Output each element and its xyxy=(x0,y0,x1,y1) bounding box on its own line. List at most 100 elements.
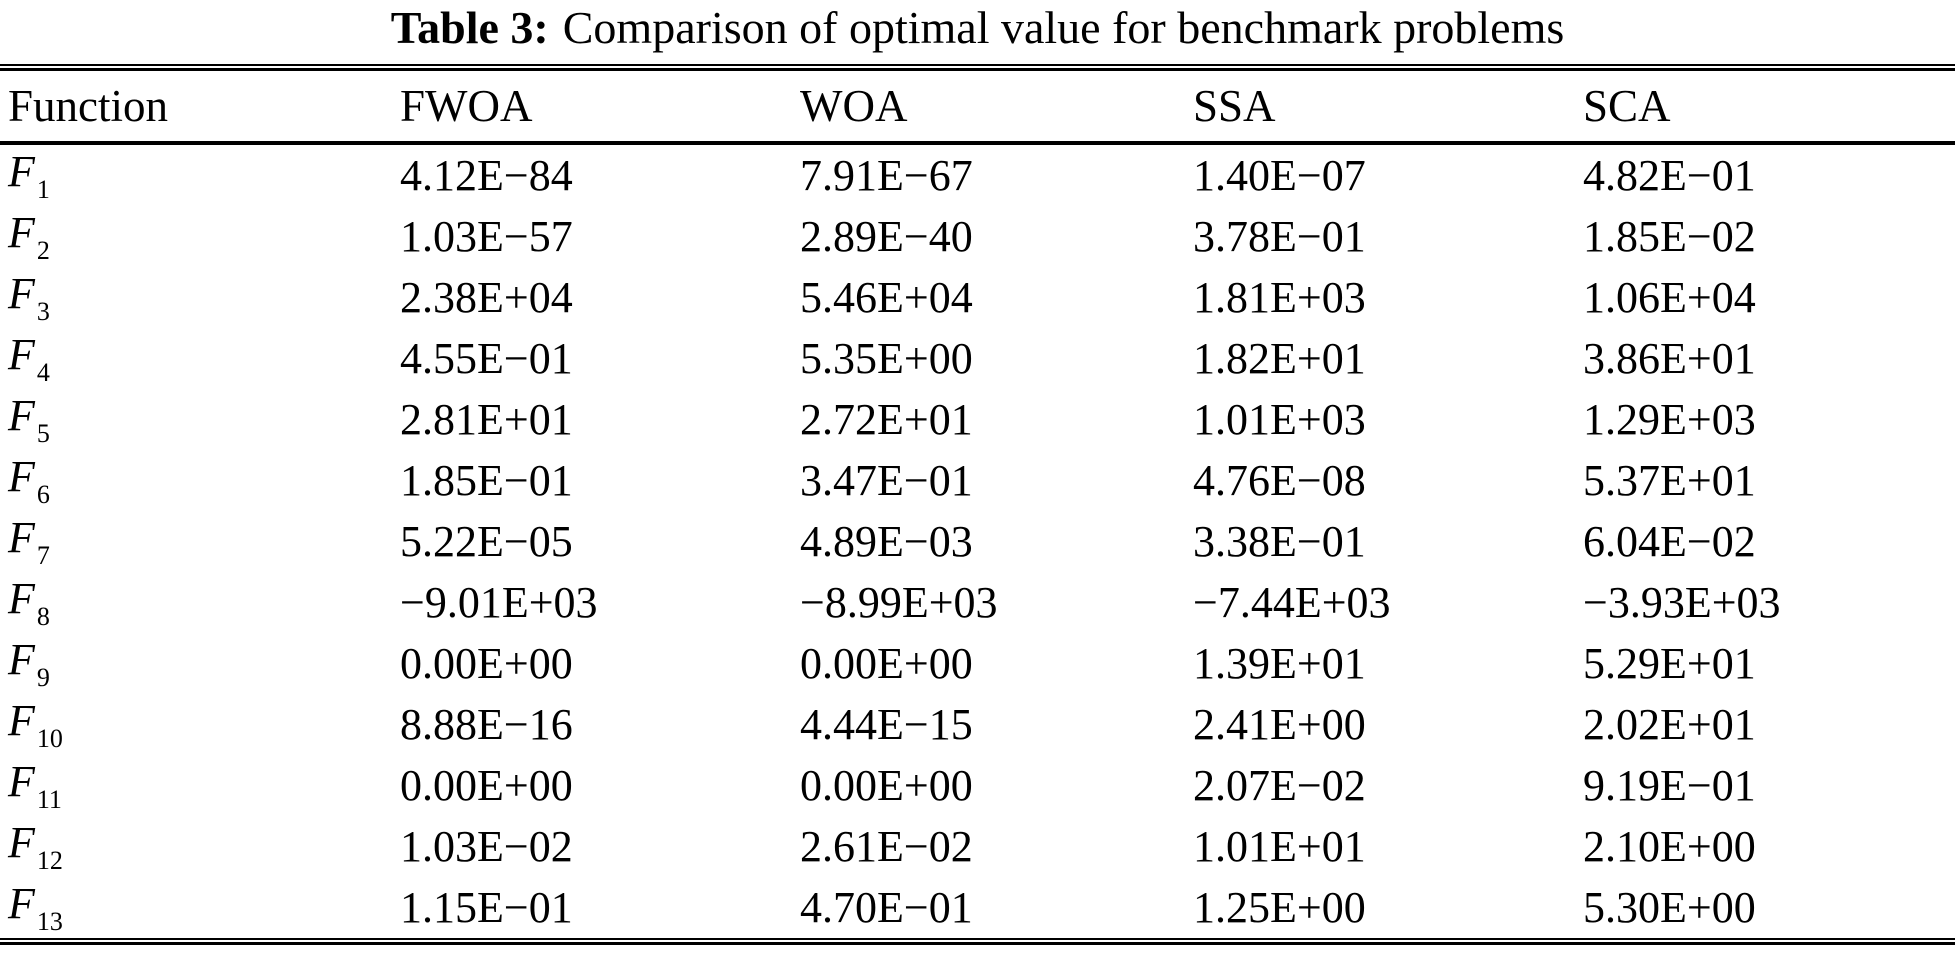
value-cell-sca: −3.93E+03 xyxy=(1583,578,1781,627)
table-top-rule xyxy=(0,64,1955,71)
value-cell-sca: 9.19E−01 xyxy=(1583,761,1756,810)
function-label: F11 xyxy=(0,755,400,816)
value-cell-woa: 2.72E+01 xyxy=(800,395,973,444)
table-row: F6 1.85E−01 3.47E−01 4.76E−08 5.37E+01 xyxy=(0,450,1955,511)
function-label: F8 xyxy=(0,572,400,633)
value-cell-fwoa: 0.00E+00 xyxy=(400,761,573,810)
value-cell-sca: 5.29E+01 xyxy=(1583,639,1756,688)
function-symbol: F xyxy=(8,208,35,257)
function-subscript: 9 xyxy=(36,663,50,692)
value-cell-woa: 4.70E−01 xyxy=(800,883,973,932)
value-cell-ssa: 2.07E−02 xyxy=(1193,761,1366,810)
function-symbol: F xyxy=(8,452,35,501)
column-header-fwoa: FWOA xyxy=(400,71,800,145)
table-caption-label: Table 3: xyxy=(390,2,549,53)
value-cell-sca: 1.06E+04 xyxy=(1583,273,1756,322)
function-subscript: 12 xyxy=(36,846,63,875)
function-label: F2 xyxy=(0,206,400,267)
benchmark-results-table: Function FWOA WOA SSA SCA F1 4.12E−84 7.… xyxy=(0,71,1955,938)
value-cell-ssa: 3.78E−01 xyxy=(1193,212,1366,261)
value-cell-fwoa: 2.38E+04 xyxy=(400,273,573,322)
value-cell-fwoa: 1.15E−01 xyxy=(400,883,573,932)
value-cell-woa: 2.61E−02 xyxy=(800,822,973,871)
value-cell-fwoa: 2.81E+01 xyxy=(400,395,573,444)
value-cell-sca: 5.37E+01 xyxy=(1583,456,1756,505)
table-row: F2 1.03E−57 2.89E−40 3.78E−01 1.85E−02 xyxy=(0,206,1955,267)
value-cell-woa: 4.89E−03 xyxy=(800,517,973,566)
function-symbol: F xyxy=(8,879,35,928)
function-symbol: F xyxy=(8,269,35,318)
value-cell-woa: 5.35E+00 xyxy=(800,334,973,383)
table-caption: Table 3: Comparison of optimal value for … xyxy=(0,0,1955,64)
function-label: F7 xyxy=(0,511,400,572)
function-label: F1 xyxy=(0,143,400,206)
function-symbol: F xyxy=(8,757,35,806)
function-label: F12 xyxy=(0,816,400,877)
value-cell-ssa: 2.41E+00 xyxy=(1193,700,1366,749)
function-symbol: F xyxy=(8,574,35,623)
value-cell-sca: 1.85E−02 xyxy=(1583,212,1756,261)
function-label: F4 xyxy=(0,328,400,389)
value-cell-ssa: −7.44E+03 xyxy=(1193,578,1391,627)
function-subscript: 3 xyxy=(36,297,50,326)
function-symbol: F xyxy=(8,635,35,684)
value-cell-sca: 2.02E+01 xyxy=(1583,700,1756,749)
function-symbol: F xyxy=(8,147,35,196)
value-cell-ssa: 1.81E+03 xyxy=(1193,273,1366,322)
value-cell-woa: 0.00E+00 xyxy=(800,761,973,810)
function-symbol: F xyxy=(8,330,35,379)
value-cell-woa: 5.46E+04 xyxy=(800,273,973,322)
value-cell-fwoa: −9.01E+03 xyxy=(400,578,598,627)
function-label: F6 xyxy=(0,450,400,511)
column-header-sca: SCA xyxy=(1583,71,1955,145)
table-row: F13 1.15E−01 4.70E−01 1.25E+00 5.30E+00 xyxy=(0,877,1955,938)
value-cell-woa: −8.99E+03 xyxy=(800,578,998,627)
function-label: F9 xyxy=(0,633,400,694)
table-header-row: Function FWOA WOA SSA SCA xyxy=(0,71,1955,145)
column-header-function: Function xyxy=(0,71,400,145)
value-cell-fwoa: 4.55E−01 xyxy=(400,334,573,383)
value-cell-sca: 4.82E−01 xyxy=(1583,151,1756,200)
table-caption-text: Comparison of optimal value for benchmar… xyxy=(562,2,1565,53)
value-cell-ssa: 1.40E−07 xyxy=(1193,151,1366,200)
function-subscript: 2 xyxy=(36,236,50,265)
value-cell-fwoa: 4.12E−84 xyxy=(400,151,573,200)
function-symbol: F xyxy=(8,696,35,745)
value-cell-sca: 6.04E−02 xyxy=(1583,517,1756,566)
value-cell-fwoa: 1.03E−02 xyxy=(400,822,573,871)
value-cell-woa: 3.47E−01 xyxy=(800,456,973,505)
value-cell-woa: 2.89E−40 xyxy=(800,212,973,261)
table-body: F1 4.12E−84 7.91E−67 1.40E−07 4.82E−01 F… xyxy=(0,143,1955,938)
function-subscript: 4 xyxy=(36,358,50,387)
value-cell-woa: 4.44E−15 xyxy=(800,700,973,749)
value-cell-ssa: 4.76E−08 xyxy=(1193,456,1366,505)
table-row: F8 −9.01E+03 −8.99E+03 −7.44E+03 −3.93E+… xyxy=(0,572,1955,633)
table-row: F12 1.03E−02 2.61E−02 1.01E+01 2.10E+00 xyxy=(0,816,1955,877)
table-row: F3 2.38E+04 5.46E+04 1.81E+03 1.06E+04 xyxy=(0,267,1955,328)
function-symbol: F xyxy=(8,513,35,562)
function-label: F5 xyxy=(0,389,400,450)
table-row: F1 4.12E−84 7.91E−67 1.40E−07 4.82E−01 xyxy=(0,143,1955,206)
function-subscript: 7 xyxy=(36,541,50,570)
value-cell-ssa: 1.01E+03 xyxy=(1193,395,1366,444)
function-symbol: F xyxy=(8,391,35,440)
value-cell-fwoa: 1.03E−57 xyxy=(400,212,573,261)
table-header: Function FWOA WOA SSA SCA xyxy=(0,71,1955,145)
function-subscript: 6 xyxy=(36,480,50,509)
table-row: F9 0.00E+00 0.00E+00 1.39E+01 5.29E+01 xyxy=(0,633,1955,694)
value-cell-ssa: 3.38E−01 xyxy=(1193,517,1366,566)
function-symbol: F xyxy=(8,818,35,867)
value-cell-ssa: 1.39E+01 xyxy=(1193,639,1366,688)
function-label: F13 xyxy=(0,877,400,938)
table-row: F4 4.55E−01 5.35E+00 1.82E+01 3.86E+01 xyxy=(0,328,1955,389)
value-cell-fwoa: 5.22E−05 xyxy=(400,517,573,566)
value-cell-ssa: 1.82E+01 xyxy=(1193,334,1366,383)
table-row: F7 5.22E−05 4.89E−03 3.38E−01 6.04E−02 xyxy=(0,511,1955,572)
function-label: F3 xyxy=(0,267,400,328)
value-cell-sca: 2.10E+00 xyxy=(1583,822,1756,871)
table-row: F10 8.88E−16 4.44E−15 2.41E+00 2.02E+01 xyxy=(0,694,1955,755)
table-row: F5 2.81E+01 2.72E+01 1.01E+03 1.29E+03 xyxy=(0,389,1955,450)
function-subscript: 1 xyxy=(36,175,50,204)
function-label: F10 xyxy=(0,694,400,755)
table-row: F11 0.00E+00 0.00E+00 2.07E−02 9.19E−01 xyxy=(0,755,1955,816)
